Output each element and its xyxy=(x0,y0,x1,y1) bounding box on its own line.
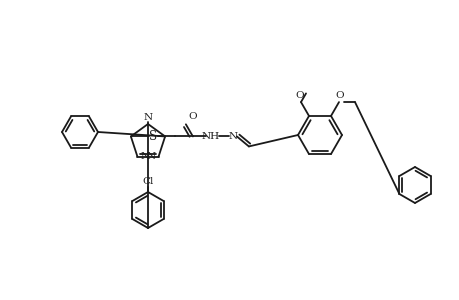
Text: O: O xyxy=(187,112,196,121)
Text: S: S xyxy=(149,130,157,143)
Text: N: N xyxy=(228,132,237,141)
Text: Cl: Cl xyxy=(142,177,153,186)
Text: N: N xyxy=(146,152,155,161)
Text: N: N xyxy=(140,152,149,161)
Text: NH: NH xyxy=(202,132,219,141)
Text: N: N xyxy=(143,113,152,122)
Text: O: O xyxy=(335,91,344,100)
Text: O: O xyxy=(295,91,304,100)
